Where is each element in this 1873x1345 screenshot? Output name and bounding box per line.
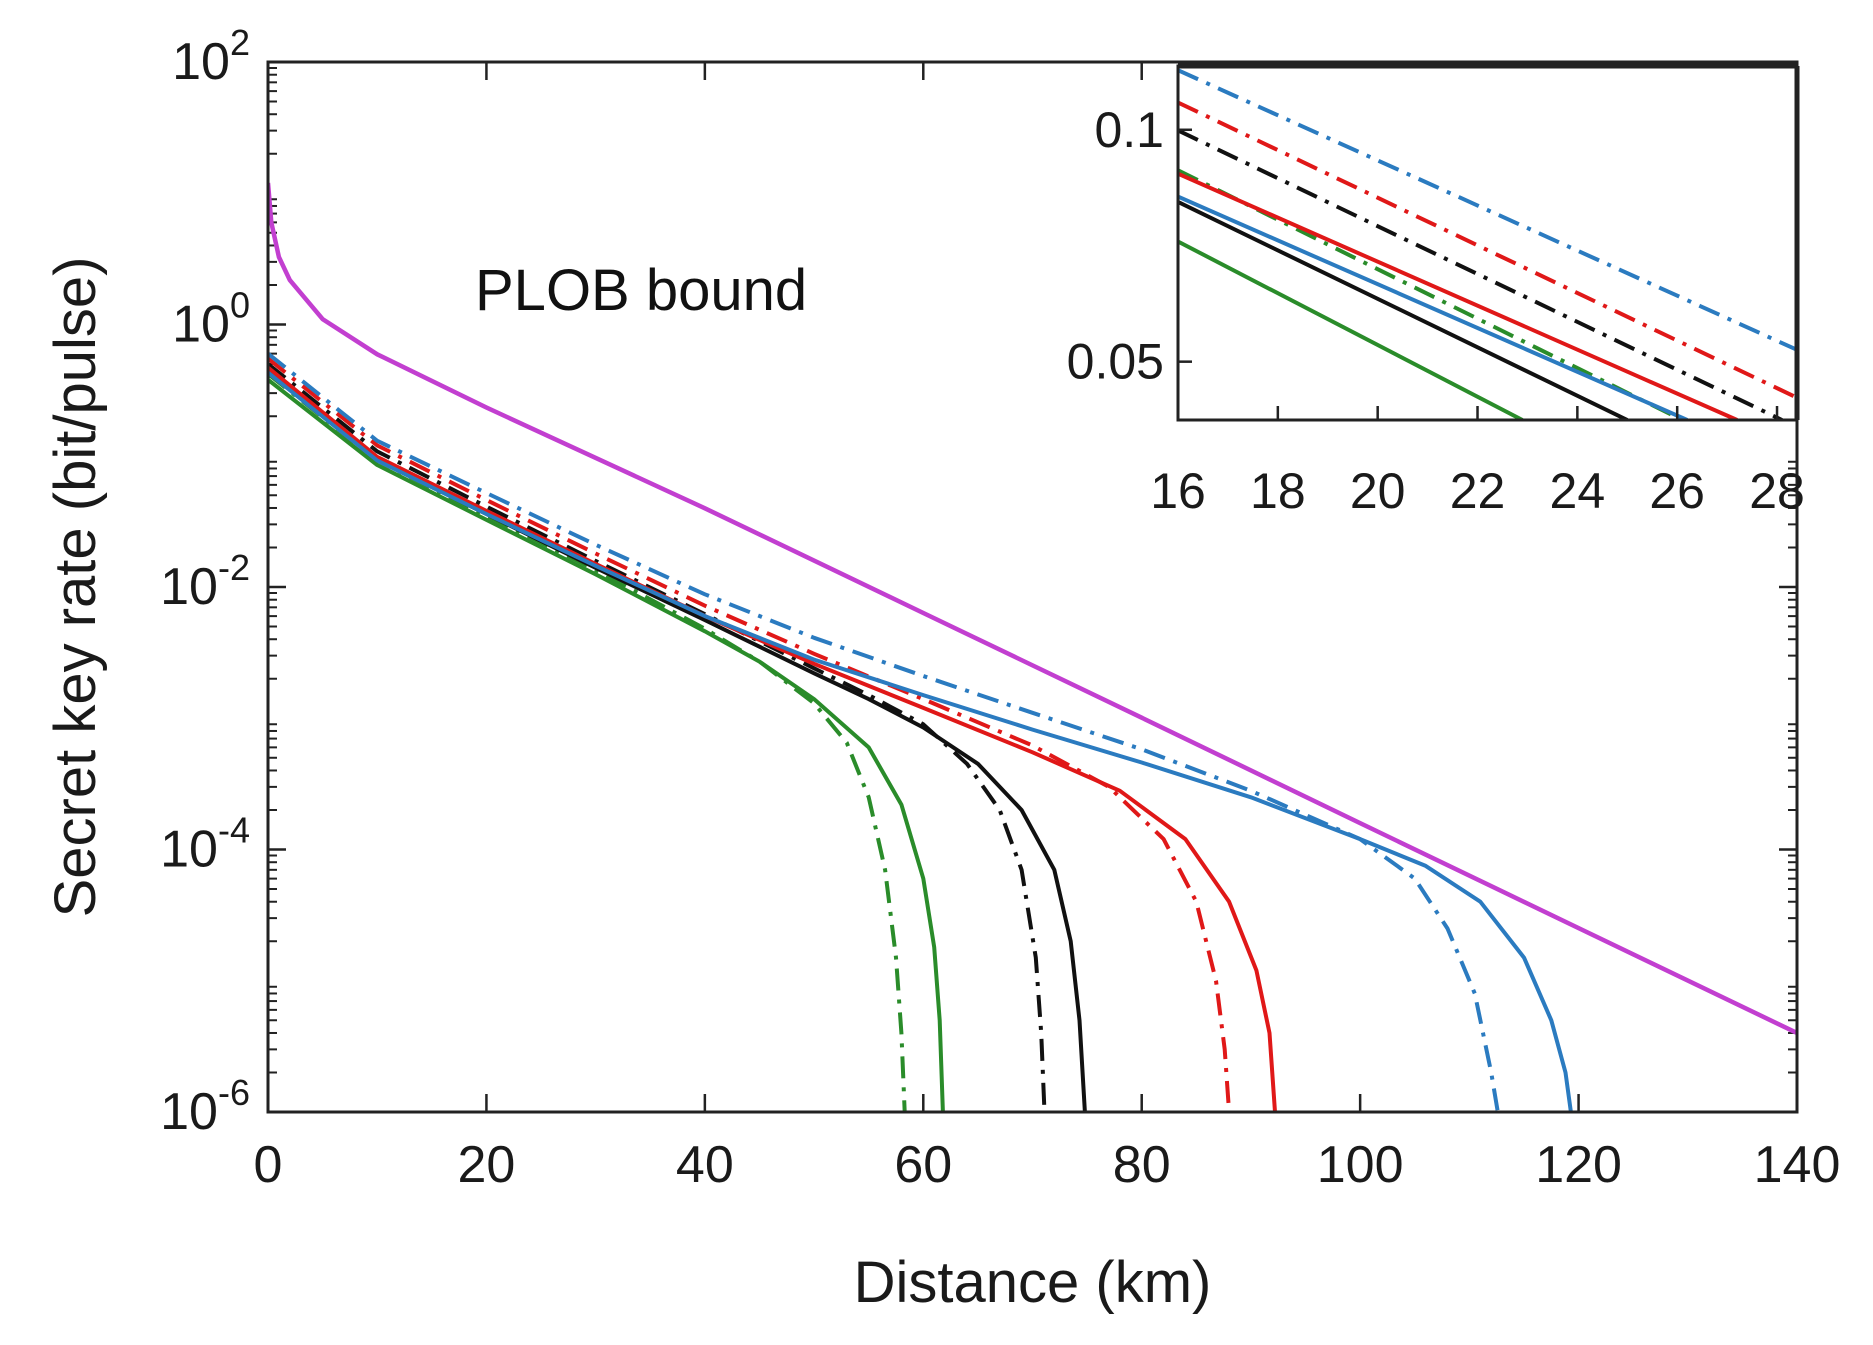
x-tick-label: 140 bbox=[1754, 1136, 1841, 1194]
y-tick-label: 102 bbox=[172, 22, 250, 91]
inset-background bbox=[1178, 66, 1797, 420]
series-line-9 bbox=[268, 371, 1573, 1112]
inset-series-group bbox=[1178, 68, 1797, 420]
inset-x-tick-label: 22 bbox=[1450, 463, 1506, 519]
inset-series-line-5 bbox=[1178, 171, 1738, 420]
main-plot: 10-6 10-4 10-2 100 102 0 20 40 60 80 100 120 140 PLOB… bbox=[43, 22, 1840, 1315]
x-axis-title: Distance (km) bbox=[854, 1250, 1212, 1315]
y-tick-label: 10-4 bbox=[160, 810, 250, 879]
series-group bbox=[268, 182, 1797, 1112]
inset-plot: 0.05 0.1 16 18 20 22 24 26 28 bbox=[1067, 63, 1805, 519]
series-line-7 bbox=[268, 365, 1277, 1112]
y-tick-label: 10-6 bbox=[160, 1072, 250, 1141]
inset-x-tick-label: 26 bbox=[1649, 463, 1705, 519]
series-line-1 bbox=[268, 182, 1797, 1036]
series-line-8 bbox=[268, 352, 1500, 1112]
inset-series-line-2 bbox=[1178, 100, 1797, 400]
inset-x-tick-label: 18 bbox=[1250, 463, 1306, 519]
inset-series-line-6 bbox=[1178, 194, 1689, 420]
inset-y-tick-label: 0.05 bbox=[1067, 334, 1164, 390]
x-tick-label: 100 bbox=[1317, 1136, 1404, 1194]
inset-series-line-7 bbox=[1178, 200, 1629, 420]
x-tick-label: 120 bbox=[1535, 1136, 1622, 1194]
inset-x-tick-label: 16 bbox=[1150, 463, 1206, 519]
series-line-6 bbox=[268, 357, 1232, 1112]
x-tick-label: 40 bbox=[676, 1136, 734, 1194]
y-tick-label: 10-2 bbox=[160, 547, 250, 616]
y-tick-label: 100 bbox=[172, 285, 250, 354]
plot-frame bbox=[266, 60, 1799, 1114]
x-tick-label: 80 bbox=[1113, 1136, 1171, 1194]
inset-x-tick-label: 20 bbox=[1350, 463, 1406, 519]
series-line-5 bbox=[268, 369, 1087, 1112]
series-line-3 bbox=[268, 378, 945, 1112]
inset-series-line-1 bbox=[1178, 68, 1797, 352]
series-line-4 bbox=[268, 362, 1047, 1112]
x-tick-label: 0 bbox=[254, 1136, 283, 1194]
plob-bound-annotation: PLOB bound bbox=[475, 258, 807, 323]
y-axis-title: Secret key rate (bit/pulse) bbox=[43, 257, 108, 918]
x-tick-label: 20 bbox=[458, 1136, 516, 1194]
x-tick-label: 60 bbox=[894, 1136, 952, 1194]
inset-x-tick-label: 24 bbox=[1550, 463, 1606, 519]
series-line-2 bbox=[268, 372, 907, 1112]
inset-x-tick-label: 28 bbox=[1749, 463, 1805, 519]
inset-y-tick-label: 0.1 bbox=[1094, 102, 1164, 158]
inset-series-line-8 bbox=[1178, 239, 1524, 420]
